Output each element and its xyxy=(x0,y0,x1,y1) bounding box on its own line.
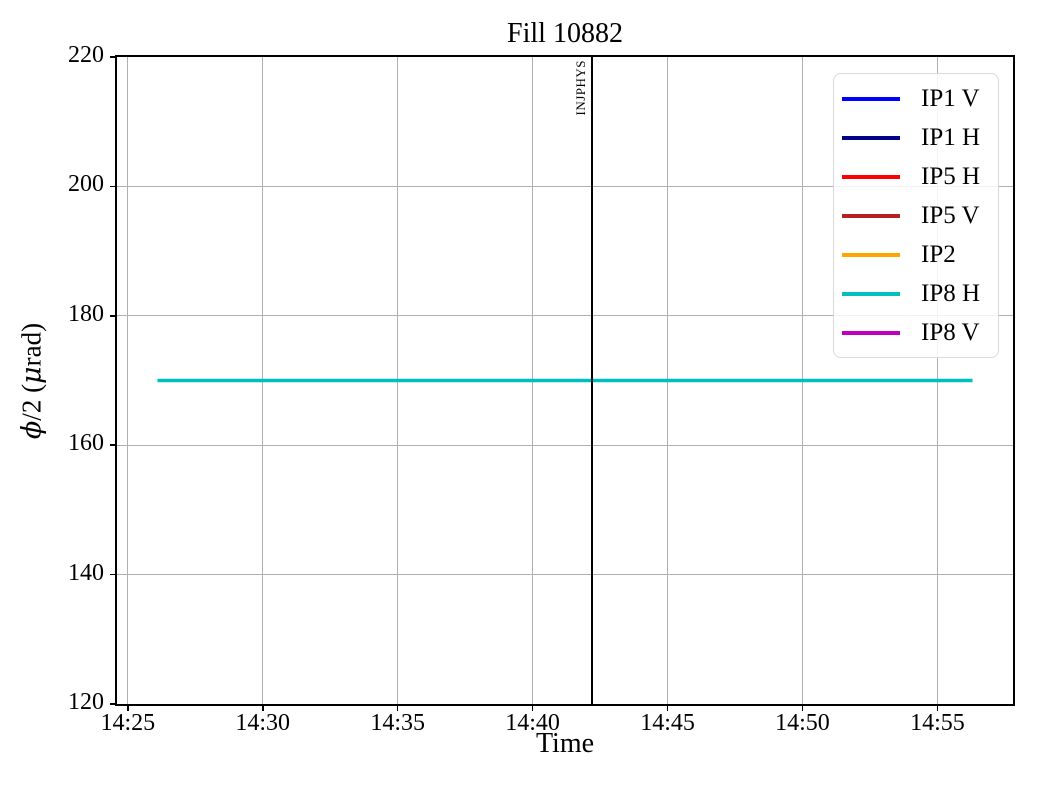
y-tick-label: 140 xyxy=(68,559,104,586)
x-tick-mark xyxy=(666,706,669,711)
legend-label: IP5 V xyxy=(921,201,980,229)
x-axis-label: Time xyxy=(535,728,595,759)
legend-label: IP8 V xyxy=(921,318,980,346)
y-tick-label: 180 xyxy=(68,300,104,327)
legend-label: IP5 H xyxy=(921,162,981,190)
x-tick-mark xyxy=(801,706,804,711)
y-tick-label: 120 xyxy=(68,689,104,715)
legend-label: IP2 xyxy=(921,240,956,268)
x-tick-label: 14:35 xyxy=(370,710,425,736)
legend-row: IP1 V xyxy=(834,79,998,118)
y-tick-mark xyxy=(110,444,115,446)
annotation-vline-label: INJPHYS xyxy=(572,60,588,116)
x-tick-label: 14:45 xyxy=(640,710,695,736)
legend-label: IP1 V xyxy=(921,84,980,112)
legend-swatch xyxy=(842,213,900,218)
y-tick-label: 200 xyxy=(68,171,104,198)
x-tick-mark xyxy=(126,706,129,711)
legend-row: IP8 V xyxy=(834,313,998,352)
y-gridline xyxy=(117,185,1013,187)
legend-label: IP1 H xyxy=(921,123,981,151)
x-tick-label: 14:50 xyxy=(775,710,830,736)
y-tick-label: 220 xyxy=(68,42,104,68)
x-gridline xyxy=(127,57,129,704)
y-tick-mark xyxy=(110,56,115,58)
x-tick-label: 14:25 xyxy=(100,710,156,736)
legend-row: IP5 V xyxy=(834,196,998,235)
y-tick-label: 160 xyxy=(68,430,104,457)
legend-row: IP1 H xyxy=(834,118,998,157)
chart-title: Fill 10882 xyxy=(507,18,623,49)
y-tick-mark xyxy=(110,315,115,317)
series-lines xyxy=(157,378,973,383)
legend-row: IP2 xyxy=(834,235,998,274)
x-tick-label: 14:55 xyxy=(910,710,965,736)
legend-swatch xyxy=(842,330,900,335)
legend: IP1 V IP1 H IP5 H IP5 V IP2 IP8 H IP8 V xyxy=(833,73,999,358)
y-tick-mark xyxy=(110,573,115,576)
y-tick-mark xyxy=(110,185,115,188)
x-tick-mark xyxy=(531,706,534,711)
legend-swatch xyxy=(842,252,900,257)
legend-swatch xyxy=(842,174,900,179)
x-tick-label: 14:40 xyxy=(505,710,560,736)
x-tick-mark xyxy=(261,706,264,711)
legend-row: IP5 H xyxy=(834,157,998,196)
plot-area: INJPHYS 14:25 14:30 14:35 14:40 14:45 14:50 14… xyxy=(68,42,1015,736)
y-axis-label: ϕ/2 (μrad) xyxy=(16,322,48,440)
legend-swatch xyxy=(842,96,900,101)
x-tick-mark xyxy=(936,706,939,711)
y-tick-mark xyxy=(110,703,115,705)
legend-label: IP8 H xyxy=(921,279,981,307)
x-tick-mark xyxy=(396,706,399,711)
x-tick-label: 14:30 xyxy=(235,710,291,736)
legend-swatch xyxy=(842,135,900,140)
annotation-vline xyxy=(591,57,593,704)
legend-swatch xyxy=(842,291,900,296)
y-gridline xyxy=(117,444,1013,446)
legend-row: IP8 H xyxy=(834,274,998,313)
legend-rows: IP1 V IP1 H IP5 H IP5 V IP2 IP8 H IP8 V xyxy=(834,79,998,352)
y-gridline xyxy=(117,315,1013,317)
y-gridline xyxy=(117,574,1013,576)
